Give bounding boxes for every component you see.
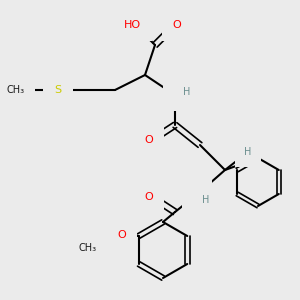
Text: O: O [145,135,153,145]
Text: methoxy: methoxy [71,245,95,250]
Text: CH₃: CH₃ [7,85,25,95]
Text: CH₃: CH₃ [79,243,97,253]
Text: H: H [244,147,252,157]
Text: O: O [172,20,182,30]
Text: S: S [54,85,61,95]
Text: O: O [145,192,153,202]
Text: HO: HO [123,20,141,30]
Text: H: H [183,87,191,97]
Text: N: N [174,90,182,100]
Text: H: H [202,195,210,205]
Text: N: N [193,187,201,197]
Text: O: O [118,230,126,240]
